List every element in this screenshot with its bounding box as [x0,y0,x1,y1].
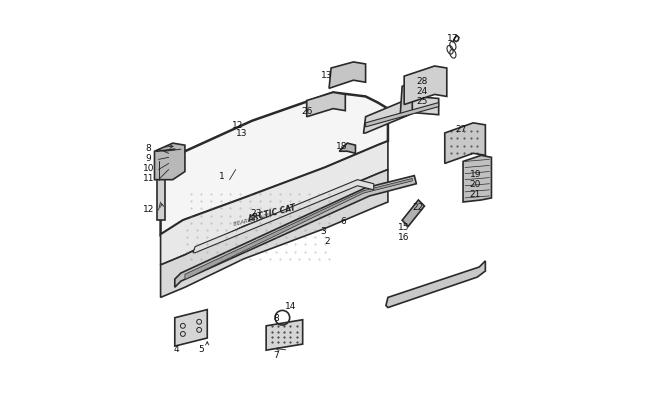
Polygon shape [402,200,424,227]
Text: ARCTIC CAT: ARCTIC CAT [247,202,298,224]
Text: 6: 6 [341,216,346,225]
Text: 10: 10 [142,164,154,173]
Text: BEARCAT 570: BEARCAT 570 [233,213,271,226]
Polygon shape [185,179,412,280]
Polygon shape [175,176,417,288]
Text: 28: 28 [417,77,428,85]
Polygon shape [155,144,185,180]
Polygon shape [157,152,164,221]
Polygon shape [339,144,356,154]
Polygon shape [400,83,412,117]
Text: 3: 3 [320,226,326,235]
Text: 11: 11 [142,174,154,183]
Polygon shape [175,310,207,346]
Polygon shape [386,261,486,308]
Polygon shape [329,63,365,89]
Text: 5: 5 [198,344,204,353]
Text: 13: 13 [321,70,333,79]
Text: 16: 16 [398,232,410,241]
Polygon shape [363,97,439,134]
Text: 14: 14 [285,301,296,310]
Polygon shape [193,180,374,253]
Polygon shape [161,170,388,298]
Polygon shape [404,67,447,105]
Text: 12: 12 [143,204,154,213]
Polygon shape [161,93,388,235]
Text: 8: 8 [146,143,151,152]
Text: 4: 4 [174,344,179,353]
Text: 1: 1 [218,172,224,181]
Text: 2: 2 [324,237,330,245]
Polygon shape [463,156,491,202]
Text: 8: 8 [274,313,279,322]
Text: 22: 22 [413,202,424,211]
Polygon shape [307,93,345,117]
Text: 21: 21 [469,190,481,199]
Text: 12: 12 [232,121,243,130]
Polygon shape [266,320,303,350]
Text: 24: 24 [417,87,428,96]
Text: 25: 25 [417,97,428,106]
Text: 13: 13 [236,129,248,138]
Text: 26: 26 [301,107,313,116]
Text: 18: 18 [335,141,347,150]
Text: 20: 20 [469,180,481,189]
Text: 7: 7 [274,350,279,359]
Text: 27: 27 [455,125,467,134]
Text: 17: 17 [447,34,459,43]
Polygon shape [445,124,486,164]
Polygon shape [365,103,439,128]
Text: 9: 9 [146,153,151,162]
Polygon shape [161,142,388,265]
Text: 23: 23 [250,208,262,217]
Text: 19: 19 [469,170,481,179]
Text: 15: 15 [398,222,410,231]
